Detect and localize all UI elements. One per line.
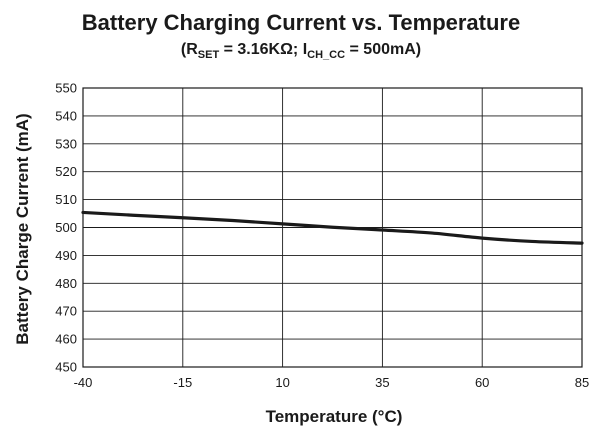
plot-area-border bbox=[82, 87, 583, 368]
x-tick-label: 60 bbox=[475, 375, 489, 390]
y-tick-label: 540 bbox=[55, 108, 77, 123]
y-tick-label: 510 bbox=[55, 192, 77, 207]
x-tick-label: -40 bbox=[74, 375, 93, 390]
x-axis-label: Temperature (°C) bbox=[266, 407, 403, 426]
x-tick-label: 10 bbox=[275, 375, 289, 390]
y-axis-label: Battery Charge Current (mA) bbox=[13, 113, 32, 344]
x-tick-label: 35 bbox=[375, 375, 389, 390]
x-tick-label: 85 bbox=[575, 375, 589, 390]
y-tick-label: 520 bbox=[55, 164, 77, 179]
chart-title: Battery Charging Current vs. Temperature bbox=[82, 10, 520, 35]
series-layer bbox=[81, 210, 584, 245]
subtitle-open: (R bbox=[181, 41, 198, 58]
series-line bbox=[81, 210, 584, 245]
y-tick-label: 460 bbox=[55, 332, 77, 347]
y-tick-label: 470 bbox=[55, 304, 77, 319]
y-tick-label: 530 bbox=[55, 136, 77, 151]
x-tick-label: -15 bbox=[173, 375, 192, 390]
subtitle-mid: = 3.16KΩ; I bbox=[219, 41, 307, 58]
y-tick-label: 490 bbox=[55, 248, 77, 263]
subtitle-close: = 500mA) bbox=[345, 41, 421, 58]
y-tick-label: 500 bbox=[55, 220, 77, 235]
chart-subtitle: (RSET = 3.16KΩ; ICH_CC = 500mA) bbox=[181, 41, 421, 61]
tick-labels: -40 -15 10 35 60 85 450 460 470 480 490 500 510 520 53… bbox=[55, 81, 589, 391]
subtitle-rset-subscript: SET bbox=[198, 49, 220, 61]
y-tick-label: 480 bbox=[55, 276, 77, 291]
subtitle-ich-subscript: CH_CC bbox=[307, 49, 345, 61]
y-tick-label: 450 bbox=[55, 360, 77, 375]
y-tick-label: 550 bbox=[55, 81, 77, 96]
